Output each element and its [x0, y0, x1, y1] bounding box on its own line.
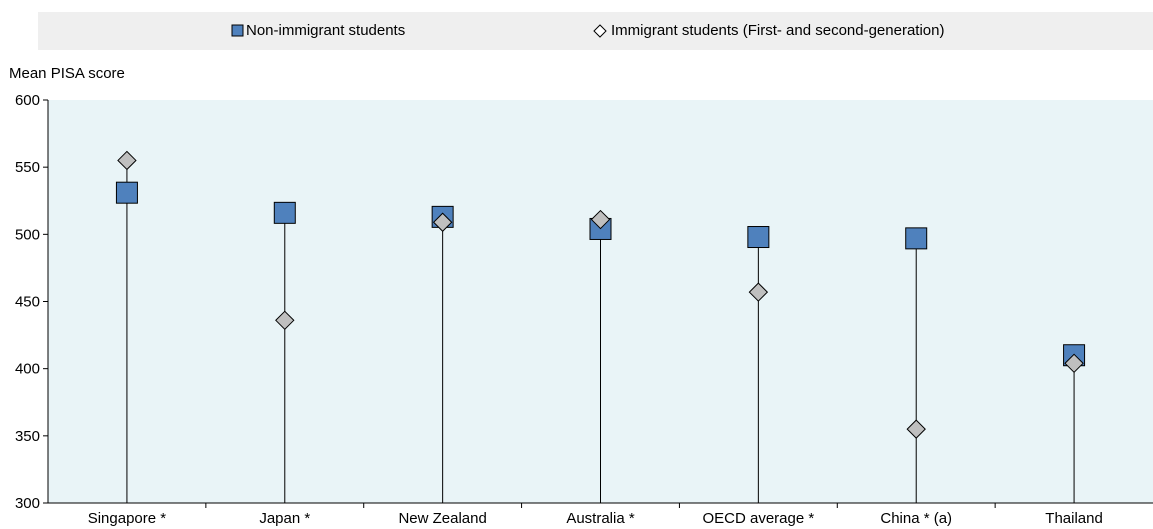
x-tick-label: China * (a)	[880, 510, 952, 527]
x-tick-label: New Zealand	[398, 510, 486, 527]
x-tick-label: Australia *	[566, 510, 635, 527]
y-tick-label: 300	[15, 495, 40, 512]
point-non-immigrant	[115, 181, 138, 204]
x-tick-label: Japan *	[259, 510, 310, 527]
x-tick-label: Thailand	[1045, 510, 1103, 527]
x-tick-labels: Singapore * Japan * New Zealand Australia *…	[88, 510, 1103, 527]
y-tick-label: 450	[15, 294, 40, 311]
point-immigrant	[432, 212, 453, 232]
point-immigrant	[590, 209, 611, 230]
legend-marker-non-immigrant	[231, 24, 244, 37]
x-tick-label: OECD average *	[702, 510, 814, 527]
y-tick-label: 600	[15, 92, 40, 109]
point-immigrant	[748, 282, 769, 302]
point-immigrant	[275, 310, 295, 331]
y-tick-label: 350	[15, 428, 40, 445]
point-non-immigrant	[273, 201, 296, 224]
legend-label-immigrant: Immigrant students (First- and second-ge…	[611, 22, 944, 39]
y-tick-label: 400	[15, 361, 40, 378]
point-non-immigrant	[747, 226, 770, 249]
y-axis-title: Mean PISA score	[9, 65, 125, 82]
legend: Non-immigrant students Immigrant student…	[231, 22, 944, 39]
point-immigrant	[1064, 353, 1084, 374]
legend-marker-immigrant	[593, 24, 607, 38]
point-immigrant	[117, 150, 137, 171]
y-tick-label: 500	[15, 226, 40, 243]
series-immigrant	[117, 150, 1084, 439]
x-tick-label: Singapore *	[88, 510, 167, 527]
y-ticks: 300 350 400 450 500 550 600	[15, 92, 48, 512]
y-tick-label: 550	[15, 159, 40, 176]
point-immigrant	[906, 419, 926, 439]
legend-label-non-immigrant: Non-immigrant students	[246, 22, 405, 39]
point-non-immigrant	[905, 227, 928, 250]
stems	[126, 160, 1075, 503]
